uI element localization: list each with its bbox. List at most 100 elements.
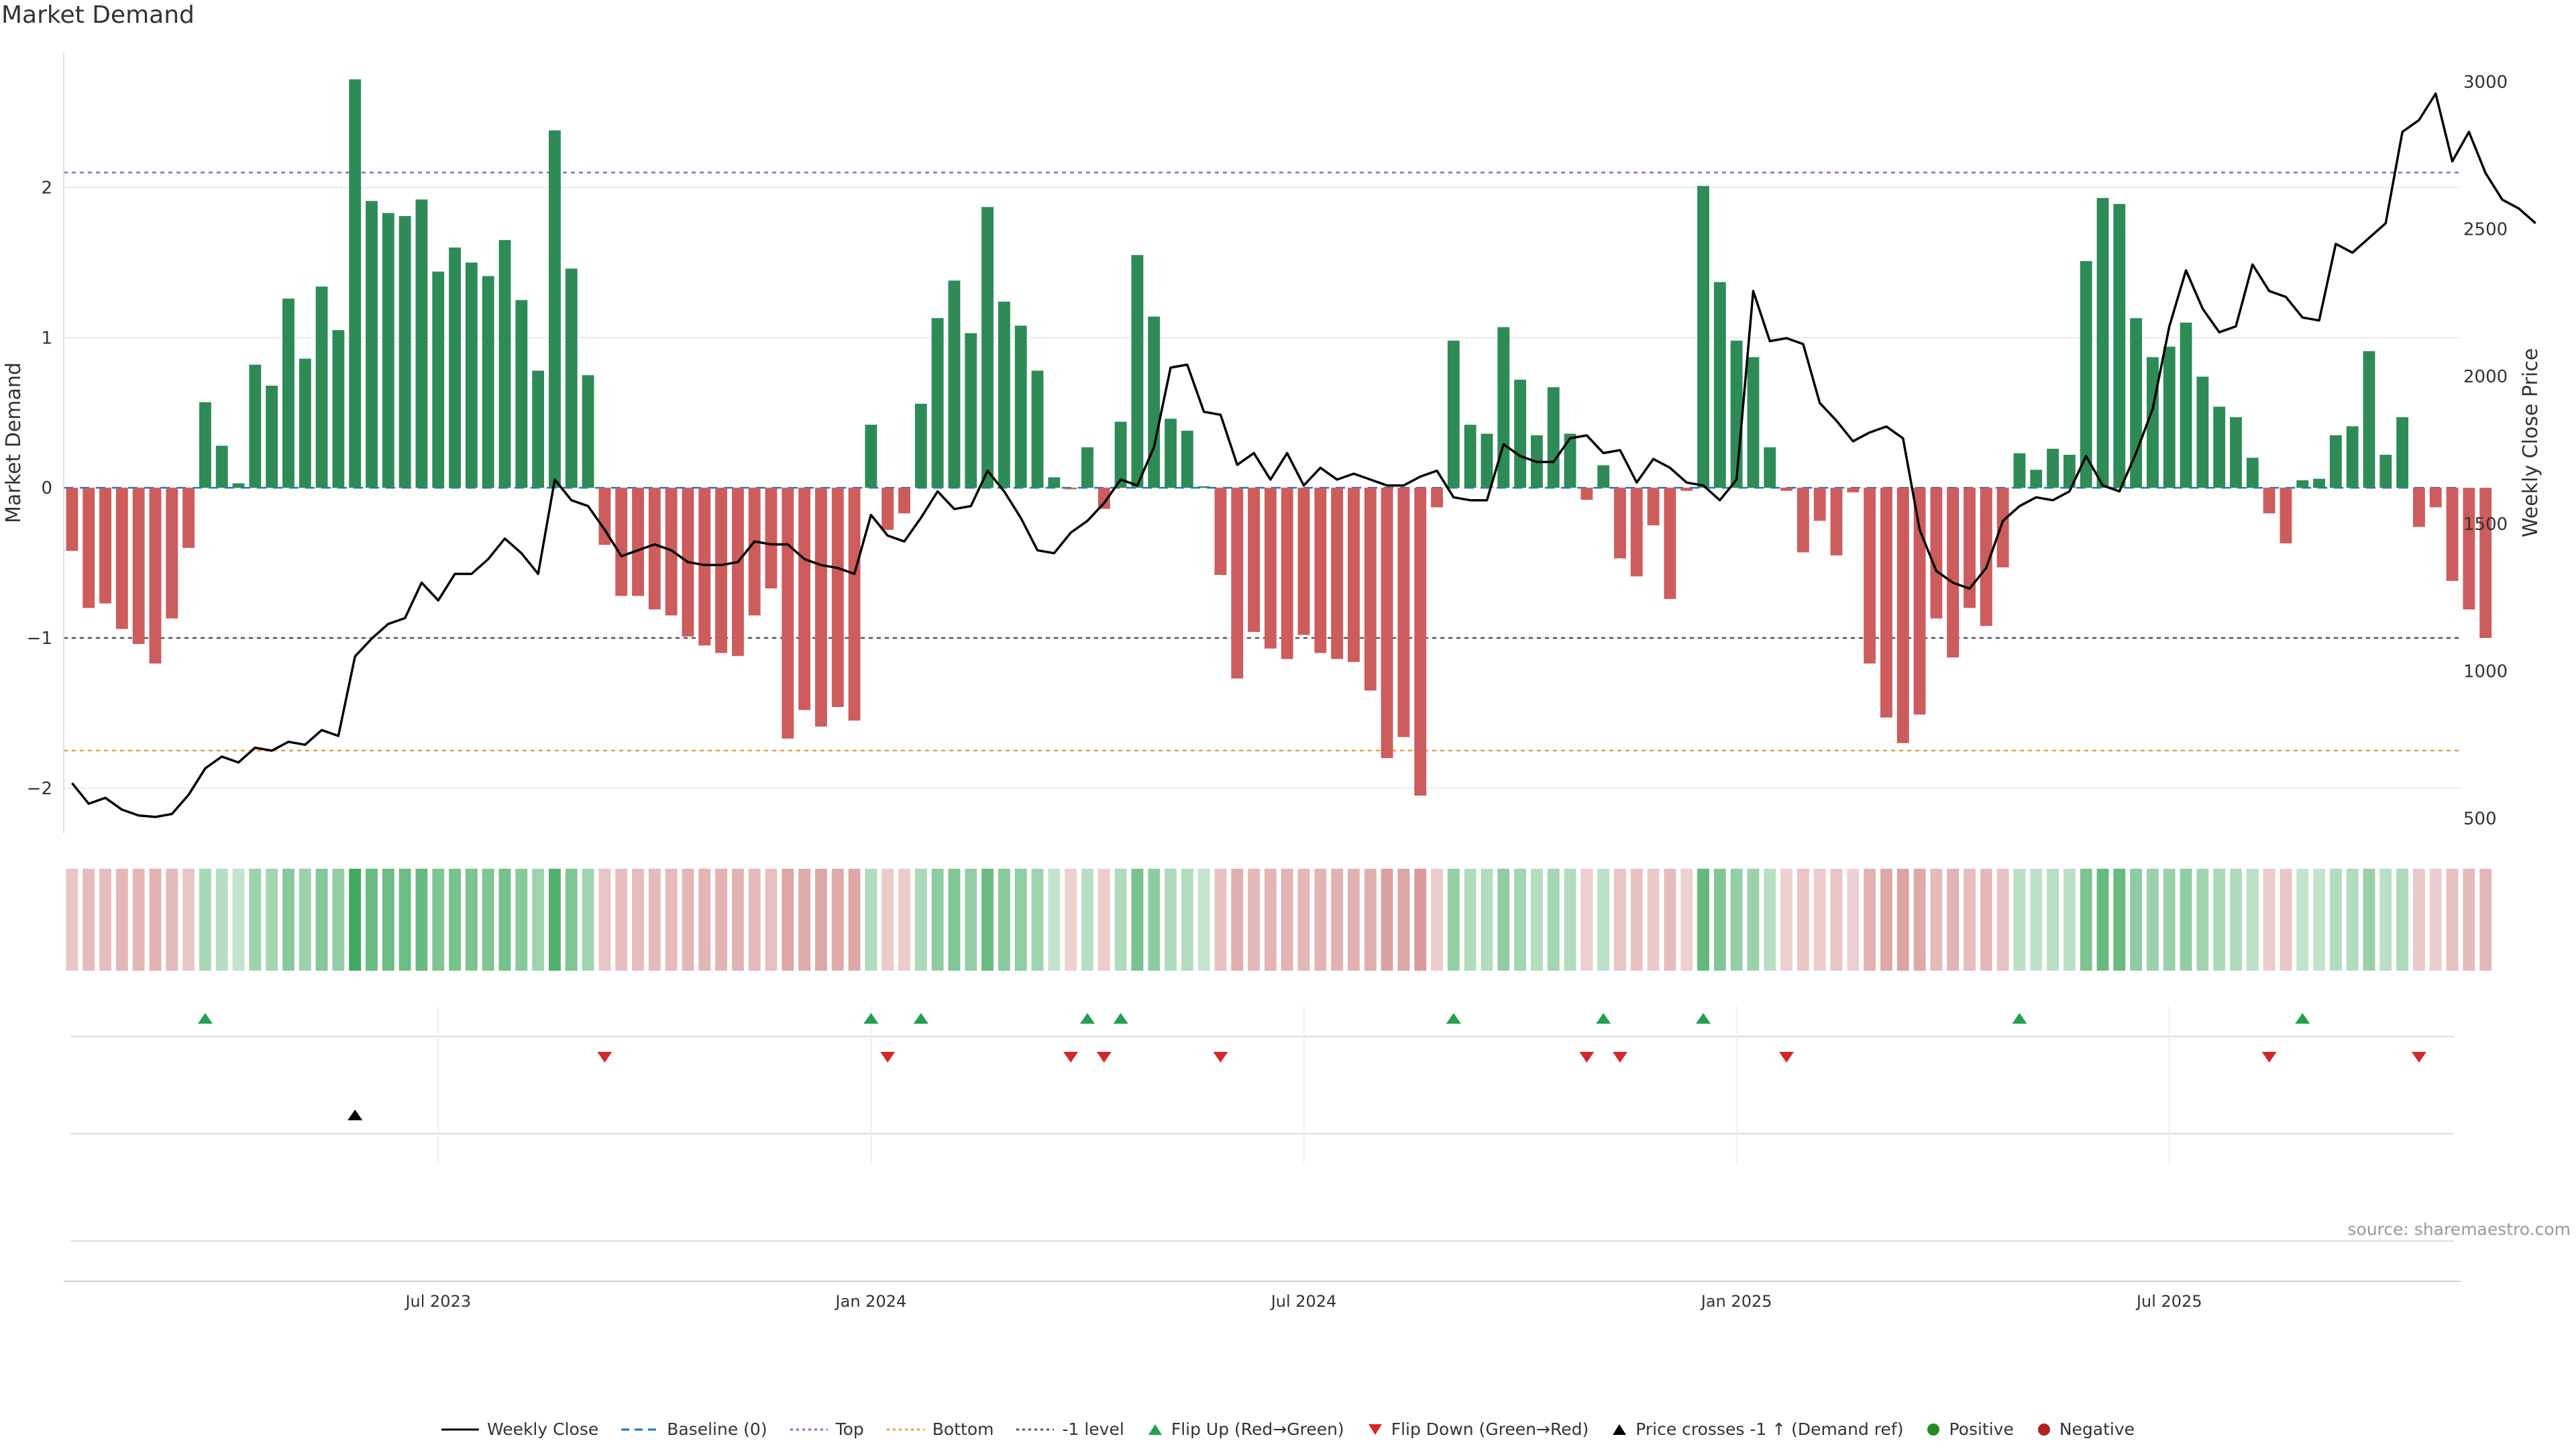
heat-cell xyxy=(2047,869,2059,971)
demand-bar xyxy=(2346,426,2359,488)
heat-cell xyxy=(1331,869,1344,971)
demand-bar xyxy=(2113,204,2126,488)
demand-bar xyxy=(2296,480,2309,488)
flip-up-marker xyxy=(1113,1013,1128,1024)
legend-item-cross: Price crosses -1 ↑ (Demand ref) xyxy=(1611,1419,1903,1439)
flip-down-marker xyxy=(880,1052,896,1063)
triangle-down-icon xyxy=(1368,1424,1382,1435)
heat-cell xyxy=(1248,869,1260,971)
flip-down-marker xyxy=(1579,1052,1595,1063)
demand-bar xyxy=(815,488,827,727)
legend-label: Negative xyxy=(2059,1419,2135,1439)
legend-label: Flip Down (Green→Red) xyxy=(1391,1419,1589,1439)
demand-bar xyxy=(1730,340,1743,488)
heat-cell xyxy=(349,869,362,971)
heat-cell xyxy=(215,869,228,971)
demand-bar xyxy=(1131,255,1144,488)
heat-cell xyxy=(2096,869,2109,971)
heat-cell xyxy=(199,869,211,971)
demand-bar xyxy=(549,130,561,488)
flip-down-marker xyxy=(2261,1052,2277,1063)
heat-cell xyxy=(1630,869,1643,971)
demand-bar xyxy=(2479,488,2492,638)
heat-cell xyxy=(498,869,511,971)
heat-cell xyxy=(2446,869,2459,971)
demand-bar xyxy=(415,199,428,488)
legend-label: Top xyxy=(835,1419,864,1439)
demand-bar xyxy=(1630,488,1643,577)
heat-cell xyxy=(748,869,761,971)
demand-bar xyxy=(998,301,1010,488)
demand-bar xyxy=(2263,488,2275,514)
heat-cell xyxy=(815,869,827,971)
heat-cell xyxy=(299,869,311,971)
demand-bar xyxy=(2329,435,2342,488)
heat-cell xyxy=(2213,869,2226,971)
heat-cell xyxy=(998,869,1010,971)
heat-cell xyxy=(482,869,494,971)
legend-label: Baseline (0) xyxy=(667,1419,767,1439)
heat-cell xyxy=(898,869,910,971)
demand-bar xyxy=(1297,488,1310,635)
heat-cell xyxy=(1947,869,1960,971)
heat-cell xyxy=(1464,869,1477,971)
heat-cell xyxy=(2429,869,2442,971)
heat-cell xyxy=(132,869,145,971)
dotted-line-icon xyxy=(886,1428,924,1430)
demand-bar xyxy=(1796,488,1809,553)
demand-bar xyxy=(1114,421,1127,488)
heat-cell xyxy=(2313,869,2326,971)
y-tick-label: 1 xyxy=(41,328,52,348)
demand-bar xyxy=(2096,198,2109,488)
demand-bar xyxy=(881,488,894,530)
demand-bar xyxy=(132,488,145,644)
demand-bar xyxy=(1514,379,1527,488)
demand-bar xyxy=(1747,357,1760,488)
heat-cell xyxy=(532,869,545,971)
demand-bars xyxy=(66,79,2492,796)
demand-bar xyxy=(1165,419,1177,488)
demand-bar xyxy=(1014,325,1027,488)
demand-bar xyxy=(1181,431,1193,488)
cross-marker xyxy=(347,1110,363,1120)
source-text: source: sharemaestro.com xyxy=(2347,1220,2571,1239)
heat-cell xyxy=(965,869,977,971)
heat-cell xyxy=(1780,869,1793,971)
demand-bar xyxy=(748,488,761,616)
heat-cell xyxy=(1131,869,1144,971)
demand-bar xyxy=(948,280,961,488)
demand-bar xyxy=(1447,340,1460,488)
heat-cell xyxy=(2080,869,2092,971)
legend-item-negative: Negative xyxy=(2037,1419,2135,1439)
demand-bar xyxy=(282,299,294,488)
heat-cell xyxy=(2396,869,2409,971)
heat-cell xyxy=(782,869,794,971)
heat-cell xyxy=(1964,869,1976,971)
demand-bar xyxy=(2230,417,2242,488)
legend-item-top: Top xyxy=(790,1419,864,1439)
heat-cell xyxy=(831,869,844,971)
heat-cell xyxy=(1913,869,1926,971)
demand-bar xyxy=(1847,488,1860,492)
demand-bar xyxy=(1081,447,1093,488)
heat-cell xyxy=(698,869,711,971)
heat-cell xyxy=(914,869,927,971)
heat-cell xyxy=(582,869,594,971)
demand-bar xyxy=(532,370,545,488)
heat-cell xyxy=(765,869,777,971)
demand-bar xyxy=(1697,186,1709,488)
heat-cell xyxy=(1647,869,1660,971)
heat-cell xyxy=(2296,869,2309,971)
y2-axis-title: Weekly Close Price xyxy=(2519,348,2542,537)
heat-cell xyxy=(166,869,178,971)
demand-bar xyxy=(332,330,345,488)
demand-bar xyxy=(1314,488,1327,653)
x-tick-label: Jul 2023 xyxy=(404,1292,471,1311)
demand-bar xyxy=(965,333,977,488)
demand-bar xyxy=(1764,447,1776,488)
demand-bar xyxy=(914,403,927,488)
dot-icon xyxy=(1927,1423,1940,1436)
heat-cell xyxy=(881,869,894,971)
demand-bar xyxy=(2196,376,2209,488)
demand-bar xyxy=(315,286,328,488)
